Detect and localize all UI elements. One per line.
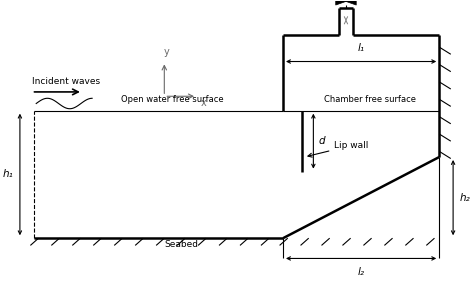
Text: h₁: h₁ xyxy=(2,169,13,180)
Text: y: y xyxy=(164,47,170,57)
Text: Chamber free surface: Chamber free surface xyxy=(324,95,417,104)
Text: Incident waves: Incident waves xyxy=(32,77,100,86)
Text: Lip wall: Lip wall xyxy=(308,141,369,157)
Text: Open water free surface: Open water free surface xyxy=(121,95,224,104)
Text: x: x xyxy=(201,98,207,108)
Text: l₁: l₁ xyxy=(357,43,365,53)
Text: l₂: l₂ xyxy=(357,267,365,277)
Text: h₂: h₂ xyxy=(460,193,471,203)
Polygon shape xyxy=(336,0,346,5)
Text: d: d xyxy=(319,136,326,146)
Polygon shape xyxy=(346,0,356,5)
Text: Seabed: Seabed xyxy=(165,239,199,249)
